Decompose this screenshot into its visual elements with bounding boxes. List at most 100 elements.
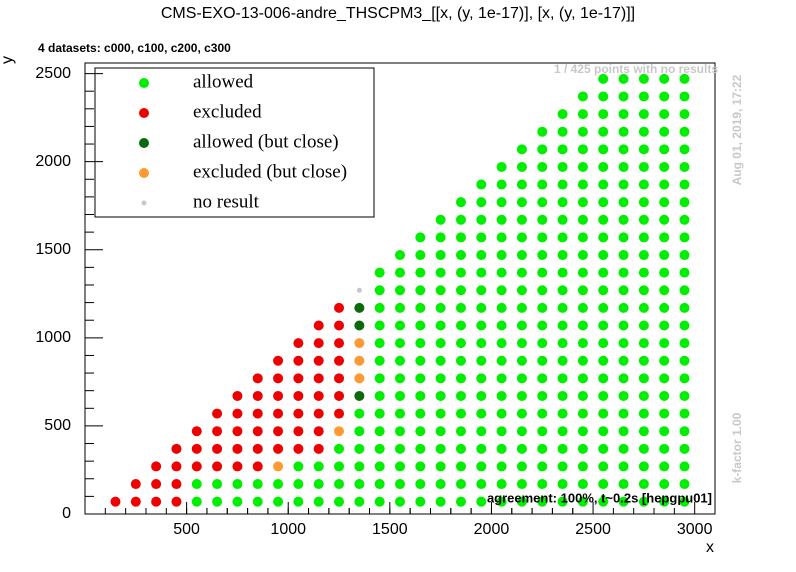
data-point xyxy=(638,496,649,507)
data-point xyxy=(679,161,690,172)
data-point xyxy=(537,355,548,366)
data-point xyxy=(374,338,385,349)
data-point xyxy=(557,373,568,384)
data-point xyxy=(618,443,629,454)
data-point xyxy=(679,443,690,454)
data-point xyxy=(374,302,385,313)
data-point xyxy=(435,355,446,366)
data-point xyxy=(577,390,588,401)
data-point xyxy=(313,320,324,331)
data-point xyxy=(273,355,284,366)
data-point xyxy=(537,426,548,437)
data-point xyxy=(435,267,446,278)
data-point xyxy=(395,443,405,454)
chart-title: CMS-EXO-13-006-andre_THSCPM3_[[x, (y, 1e… xyxy=(161,5,635,22)
data-point xyxy=(496,267,507,278)
data-point xyxy=(679,496,690,507)
data-point xyxy=(191,461,202,472)
data-point xyxy=(638,373,649,384)
data-point xyxy=(577,443,588,454)
data-point xyxy=(455,267,466,278)
data-point xyxy=(151,496,162,507)
data-point xyxy=(151,479,162,490)
data-point xyxy=(212,496,223,507)
data-point xyxy=(496,285,507,296)
data-point xyxy=(577,302,588,313)
data-point xyxy=(598,390,609,401)
data-point xyxy=(516,355,527,366)
chart-subtitle: 4 datasets: c000, c100, c200, c300 xyxy=(38,41,231,55)
data-point xyxy=(598,479,609,490)
data-point xyxy=(395,338,405,349)
data-point xyxy=(618,320,629,331)
data-point xyxy=(293,426,304,437)
data-point xyxy=(598,197,609,208)
data-point xyxy=(435,426,446,437)
data-point xyxy=(354,496,365,507)
data-point xyxy=(598,267,609,278)
data-point xyxy=(476,408,487,419)
data-point xyxy=(354,355,365,366)
data-point xyxy=(577,285,588,296)
data-point xyxy=(455,214,466,225)
data-point xyxy=(516,320,527,331)
data-point xyxy=(293,390,304,401)
data-point xyxy=(476,302,487,313)
data-point xyxy=(374,390,385,401)
plot-frame xyxy=(84,62,716,515)
data-point xyxy=(659,496,670,507)
data-point xyxy=(293,408,304,419)
data-point xyxy=(415,390,426,401)
data-point xyxy=(334,390,345,401)
data-point xyxy=(638,161,649,172)
data-point xyxy=(476,443,487,454)
data-point xyxy=(659,461,670,472)
data-point xyxy=(252,426,263,437)
data-point xyxy=(557,232,568,243)
data-point xyxy=(252,479,263,490)
data-point xyxy=(537,479,548,490)
legend-marker xyxy=(139,78,149,88)
data-point xyxy=(659,267,670,278)
data-point xyxy=(374,355,385,366)
data-point xyxy=(659,91,670,102)
data-point xyxy=(435,408,446,419)
data-point xyxy=(618,479,629,490)
data-point xyxy=(638,285,649,296)
data-point xyxy=(476,355,487,366)
data-point xyxy=(293,338,304,349)
data-point xyxy=(659,302,670,313)
data-point xyxy=(577,373,588,384)
data-point xyxy=(374,408,385,419)
annotation: 1 / 425 points with no results xyxy=(554,62,718,76)
data-point xyxy=(455,355,466,366)
data-point xyxy=(476,479,487,490)
data-point xyxy=(598,126,609,137)
data-point xyxy=(212,426,223,437)
data-point xyxy=(618,161,629,172)
data-point xyxy=(455,338,466,349)
data-point xyxy=(415,302,426,313)
data-point xyxy=(679,338,690,349)
data-point xyxy=(598,496,609,507)
data-point xyxy=(598,73,609,84)
y-tick-label: 500 xyxy=(44,417,71,434)
data-point xyxy=(618,426,629,437)
annotation: agreement: 100%, t~0.2s [hepgpu01] xyxy=(487,490,712,505)
data-point xyxy=(476,338,487,349)
y-tick-label: 1500 xyxy=(35,241,71,258)
data-point xyxy=(577,355,588,366)
data-point xyxy=(557,338,568,349)
data-point xyxy=(638,232,649,243)
data-point xyxy=(516,232,527,243)
data-point xyxy=(313,373,324,384)
data-point xyxy=(334,320,345,331)
data-point xyxy=(638,390,649,401)
data-point xyxy=(618,302,629,313)
data-point xyxy=(679,73,690,84)
data-point xyxy=(273,408,284,419)
data-point xyxy=(374,373,385,384)
data-point xyxy=(455,461,466,472)
data-point xyxy=(273,373,284,384)
data-point xyxy=(395,320,405,331)
